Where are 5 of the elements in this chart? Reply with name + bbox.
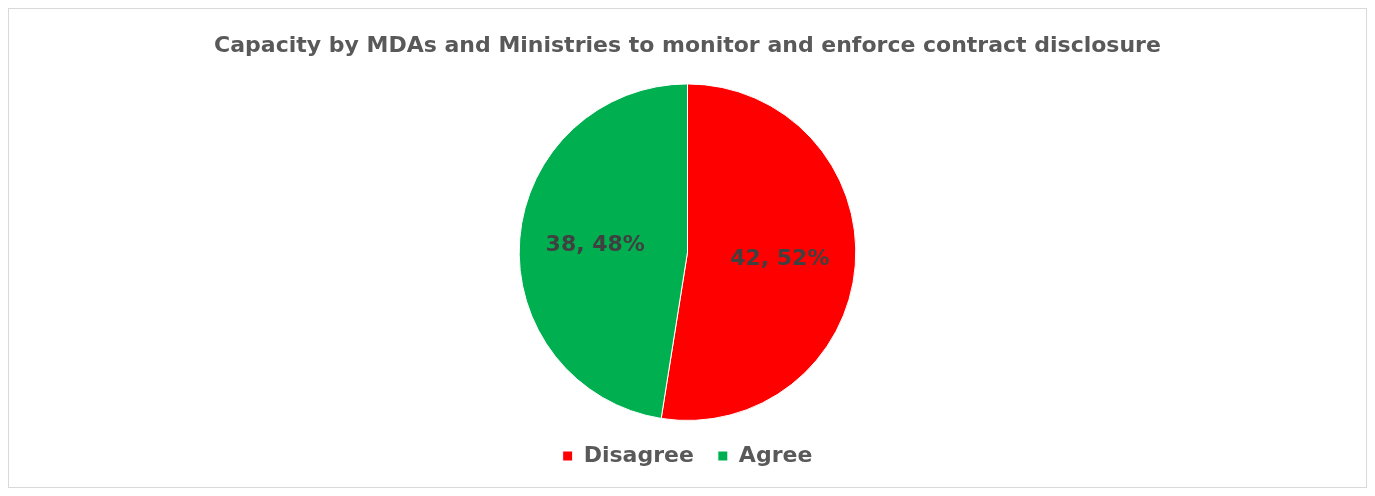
legend-label: Disagree — [583, 441, 694, 467]
chart-title: Capacity by MDAs and Ministries to monitor and enforce contract disclosure — [214, 31, 1161, 57]
data-label: 38, 48% — [545, 230, 645, 256]
data-label: 42, 52% — [730, 245, 830, 271]
legend-label: Agree — [738, 441, 813, 467]
